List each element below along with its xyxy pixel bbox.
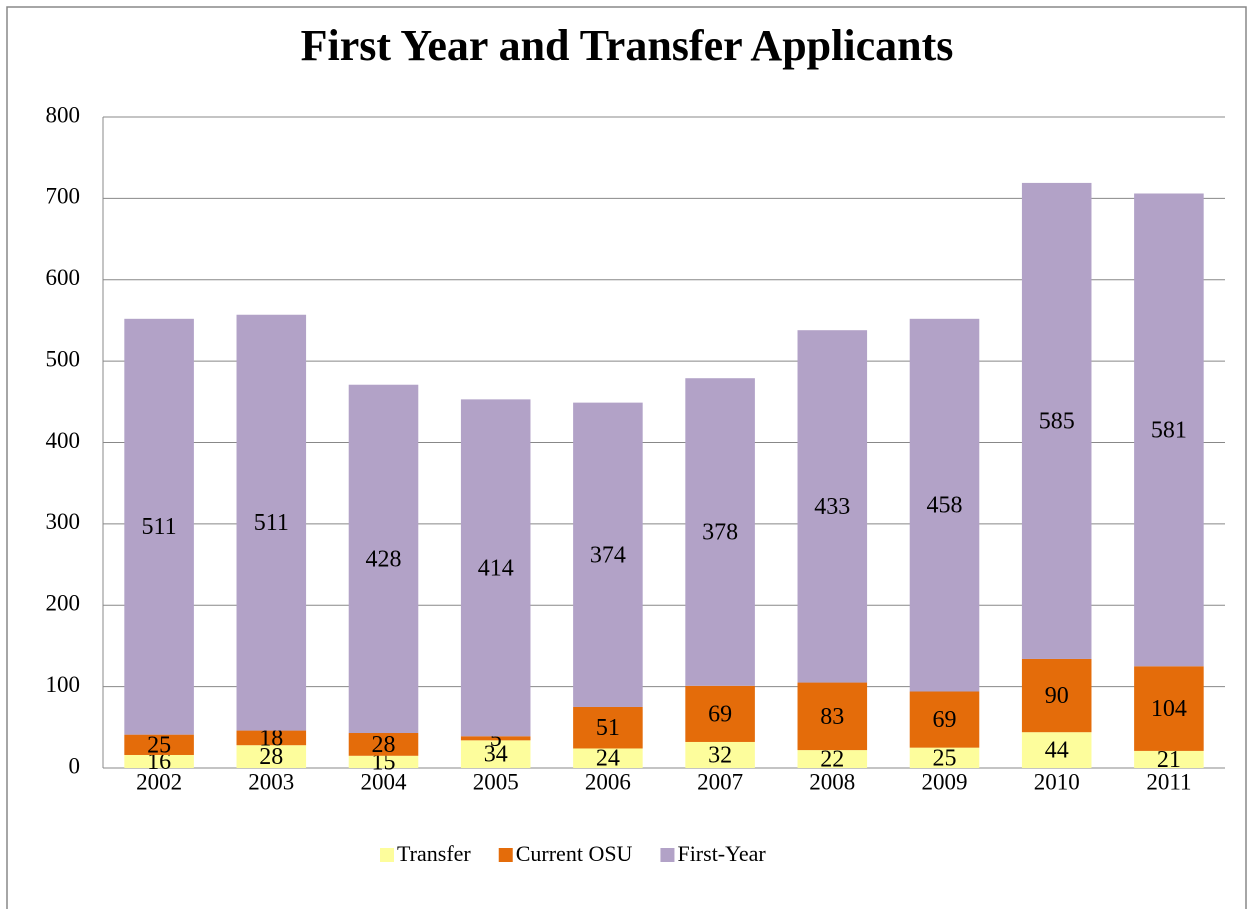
bar-segment: [1134, 193, 1204, 667]
bar-segment: [1021, 658, 1092, 733]
legend-swatch: [380, 848, 394, 862]
data-label: 69: [708, 701, 732, 727]
bar-segment: [573, 748, 643, 768]
bar-segment: [1021, 182, 1092, 659]
bar-segment: [685, 378, 755, 686]
x-tick-label: 2005: [473, 769, 519, 794]
bar-segment: [124, 734, 194, 755]
bar-segment: [236, 730, 307, 746]
bar-segment: [124, 318, 194, 735]
data-label: 28: [372, 732, 396, 758]
bar-segment: [909, 318, 980, 692]
bar-segment: [1134, 666, 1204, 751]
chart-border: [6, 6, 1247, 909]
data-label: 585: [1039, 408, 1075, 434]
data-label: 581: [1151, 417, 1187, 443]
data-label: 22: [820, 747, 844, 773]
x-tick-label: 2008: [809, 769, 855, 794]
bar-segment: [1134, 750, 1204, 768]
y-tick-label: 0: [69, 753, 81, 778]
data-label: 428: [366, 546, 402, 572]
y-tick-label: 300: [46, 509, 81, 534]
data-label: 25: [933, 745, 957, 771]
y-tick-label: 100: [46, 672, 81, 697]
bar-segment: [236, 314, 307, 731]
y-tick-label: 700: [46, 184, 81, 209]
bar-segment: [685, 741, 755, 768]
legend-swatch: [660, 848, 675, 862]
data-label: 51: [596, 715, 620, 741]
x-tick-label: 2010: [1034, 769, 1080, 794]
data-label: 90: [1045, 683, 1069, 709]
bar-segment: [460, 740, 531, 768]
x-tick-label: 2006: [585, 769, 631, 794]
data-label: 414: [478, 555, 514, 581]
data-label: 28: [259, 744, 283, 770]
data-label: 378: [702, 520, 738, 546]
data-label: 25: [147, 732, 171, 758]
bar-segment: [797, 330, 868, 683]
data-label: 458: [927, 493, 963, 519]
bar-segment: [573, 402, 643, 707]
chart-title: First Year and Transfer Applicants: [301, 21, 954, 70]
bar-segment: [124, 754, 194, 768]
bar-segment: [573, 706, 643, 749]
bar-segment: [909, 747, 980, 768]
x-tick-label: 2011: [1146, 769, 1191, 794]
bar-segment: [797, 682, 868, 751]
x-tick-label: 2007: [697, 769, 743, 794]
data-label: 24: [596, 746, 620, 772]
y-tick-label: 400: [46, 428, 81, 453]
bar-segment: [909, 691, 980, 748]
data-label: 511: [254, 510, 289, 536]
bar-segment: [348, 384, 419, 734]
bar-segment: [348, 733, 419, 756]
data-label: 34: [484, 742, 508, 768]
data-label: 83: [820, 704, 844, 730]
bar-segment: [348, 755, 419, 768]
bar-segment: [460, 736, 531, 741]
bar-segment: [236, 745, 307, 768]
data-label: 104: [1151, 696, 1187, 722]
data-label: 44: [1045, 738, 1069, 764]
bar-segment: [797, 750, 868, 768]
data-label: 69: [933, 707, 957, 733]
x-tick-label: 2004: [361, 769, 408, 794]
y-tick-label: 800: [46, 102, 81, 127]
y-tick-label: 500: [46, 346, 81, 371]
y-tick-label: 600: [46, 265, 81, 290]
data-label: 374: [590, 542, 626, 568]
data-label: 511: [142, 514, 177, 540]
legend-label: First-Year: [677, 841, 766, 866]
x-tick-label: 2009: [922, 769, 968, 794]
legend-swatch: [498, 848, 513, 862]
bar-segment: [1021, 732, 1092, 768]
bar-segment: [460, 399, 531, 737]
x-tick-label: 2002: [136, 769, 182, 794]
y-tick-label: 200: [46, 591, 81, 616]
data-label: 21: [1157, 747, 1181, 773]
data-label: 32: [708, 742, 732, 768]
x-tick-label: 2003: [248, 769, 294, 794]
legend-label: Current OSU: [516, 841, 633, 866]
data-label: 433: [814, 494, 850, 520]
legend-label: Transfer: [397, 841, 471, 866]
bar-segment: [685, 685, 755, 742]
